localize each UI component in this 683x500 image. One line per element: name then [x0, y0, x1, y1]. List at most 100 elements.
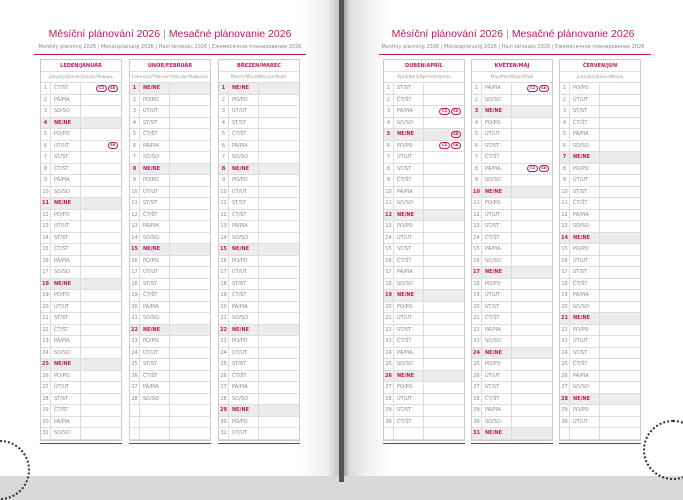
notes-cell[interactable]: [424, 175, 464, 186]
notes-cell[interactable]: [170, 336, 210, 347]
notes-cell[interactable]: SK: [424, 129, 464, 140]
notes-cell[interactable]: [81, 336, 121, 347]
notes-cell[interactable]: [424, 279, 464, 290]
notes-cell[interactable]: [259, 187, 299, 198]
notes-cell[interactable]: [424, 325, 464, 336]
notes-cell[interactable]: [259, 198, 299, 209]
notes-cell[interactable]: [512, 256, 552, 267]
notes-cell[interactable]: [600, 106, 640, 117]
notes-cell[interactable]: [259, 106, 299, 117]
notes-cell[interactable]: SK: [81, 141, 121, 152]
notes-cell[interactable]: [600, 95, 640, 106]
notes-cell[interactable]: [170, 279, 210, 290]
notes-cell[interactable]: [259, 394, 299, 405]
notes-cell[interactable]: [512, 382, 552, 393]
notes-cell[interactable]: [170, 129, 210, 140]
notes-cell[interactable]: [424, 267, 464, 278]
notes-cell[interactable]: [424, 95, 464, 106]
notes-cell[interactable]: [424, 417, 464, 428]
notes-cell[interactable]: [81, 302, 121, 313]
notes-cell[interactable]: [512, 118, 552, 129]
notes-cell[interactable]: [424, 382, 464, 393]
notes-cell[interactable]: [259, 428, 299, 439]
notes-cell[interactable]: [259, 256, 299, 267]
notes-cell[interactable]: [81, 106, 121, 117]
notes-cell[interactable]: [170, 313, 210, 324]
notes-cell[interactable]: [424, 394, 464, 405]
notes-cell[interactable]: [259, 95, 299, 106]
notes-cell[interactable]: [600, 394, 640, 405]
notes-cell[interactable]: [81, 244, 121, 255]
notes-cell[interactable]: [600, 405, 640, 416]
notes-cell[interactable]: [424, 371, 464, 382]
notes-cell[interactable]: CZ SK: [81, 83, 121, 94]
notes-cell[interactable]: [81, 313, 121, 324]
notes-cell[interactable]: [259, 371, 299, 382]
notes-cell[interactable]: [512, 279, 552, 290]
notes-cell[interactable]: [81, 371, 121, 382]
notes-cell[interactable]: [81, 233, 121, 244]
notes-cell[interactable]: [512, 348, 552, 359]
notes-cell[interactable]: [170, 302, 210, 313]
notes-cell[interactable]: [81, 175, 121, 186]
notes-cell[interactable]: [259, 405, 299, 416]
notes-cell[interactable]: [170, 290, 210, 301]
notes-cell[interactable]: [512, 313, 552, 324]
notes-cell[interactable]: [424, 164, 464, 175]
notes-cell[interactable]: [600, 313, 640, 324]
notes-cell[interactable]: [424, 290, 464, 301]
notes-cell[interactable]: [259, 417, 299, 428]
notes-cell[interactable]: [600, 371, 640, 382]
notes-cell[interactable]: [81, 290, 121, 301]
notes-cell[interactable]: [170, 382, 210, 393]
notes-cell[interactable]: [259, 83, 299, 94]
notes-cell[interactable]: [600, 279, 640, 290]
notes-cell[interactable]: [600, 129, 640, 140]
notes-cell[interactable]: [424, 405, 464, 416]
notes-cell[interactable]: [170, 106, 210, 117]
notes-cell[interactable]: [600, 152, 640, 163]
notes-cell[interactable]: [512, 359, 552, 370]
notes-cell[interactable]: [170, 359, 210, 370]
notes-cell[interactable]: [600, 198, 640, 209]
notes-cell[interactable]: [512, 428, 552, 439]
notes-cell[interactable]: [600, 348, 640, 359]
notes-cell[interactable]: [259, 302, 299, 313]
notes-cell[interactable]: [424, 359, 464, 370]
notes-cell[interactable]: [81, 394, 121, 405]
notes-cell[interactable]: [170, 233, 210, 244]
notes-cell[interactable]: [259, 164, 299, 175]
notes-cell[interactable]: [512, 141, 552, 152]
notes-cell[interactable]: [259, 325, 299, 336]
notes-cell[interactable]: [512, 394, 552, 405]
notes-cell[interactable]: [170, 371, 210, 382]
notes-cell[interactable]: [512, 221, 552, 232]
notes-cell[interactable]: [424, 152, 464, 163]
notes-cell[interactable]: [81, 118, 121, 129]
notes-cell[interactable]: CZ SK: [512, 164, 552, 175]
notes-cell[interactable]: [600, 290, 640, 301]
notes-cell[interactable]: [600, 164, 640, 175]
notes-cell[interactable]: [81, 348, 121, 359]
notes-cell[interactable]: [512, 417, 552, 428]
notes-cell[interactable]: [512, 95, 552, 106]
notes-cell[interactable]: [600, 187, 640, 198]
notes-cell[interactable]: [424, 233, 464, 244]
notes-cell[interactable]: [424, 313, 464, 324]
notes-cell[interactable]: [600, 267, 640, 278]
notes-cell[interactable]: [424, 256, 464, 267]
notes-cell[interactable]: [512, 152, 552, 163]
notes-cell[interactable]: [170, 187, 210, 198]
notes-cell[interactable]: [81, 256, 121, 267]
notes-cell[interactable]: [170, 394, 210, 405]
notes-cell[interactable]: [424, 244, 464, 255]
notes-cell[interactable]: [424, 187, 464, 198]
notes-cell[interactable]: [600, 244, 640, 255]
notes-cell[interactable]: [170, 210, 210, 221]
notes-cell[interactable]: [512, 371, 552, 382]
notes-cell[interactable]: [512, 405, 552, 416]
notes-cell[interactable]: [259, 152, 299, 163]
notes-cell[interactable]: [259, 267, 299, 278]
notes-cell[interactable]: [170, 141, 210, 152]
notes-cell[interactable]: [512, 106, 552, 117]
